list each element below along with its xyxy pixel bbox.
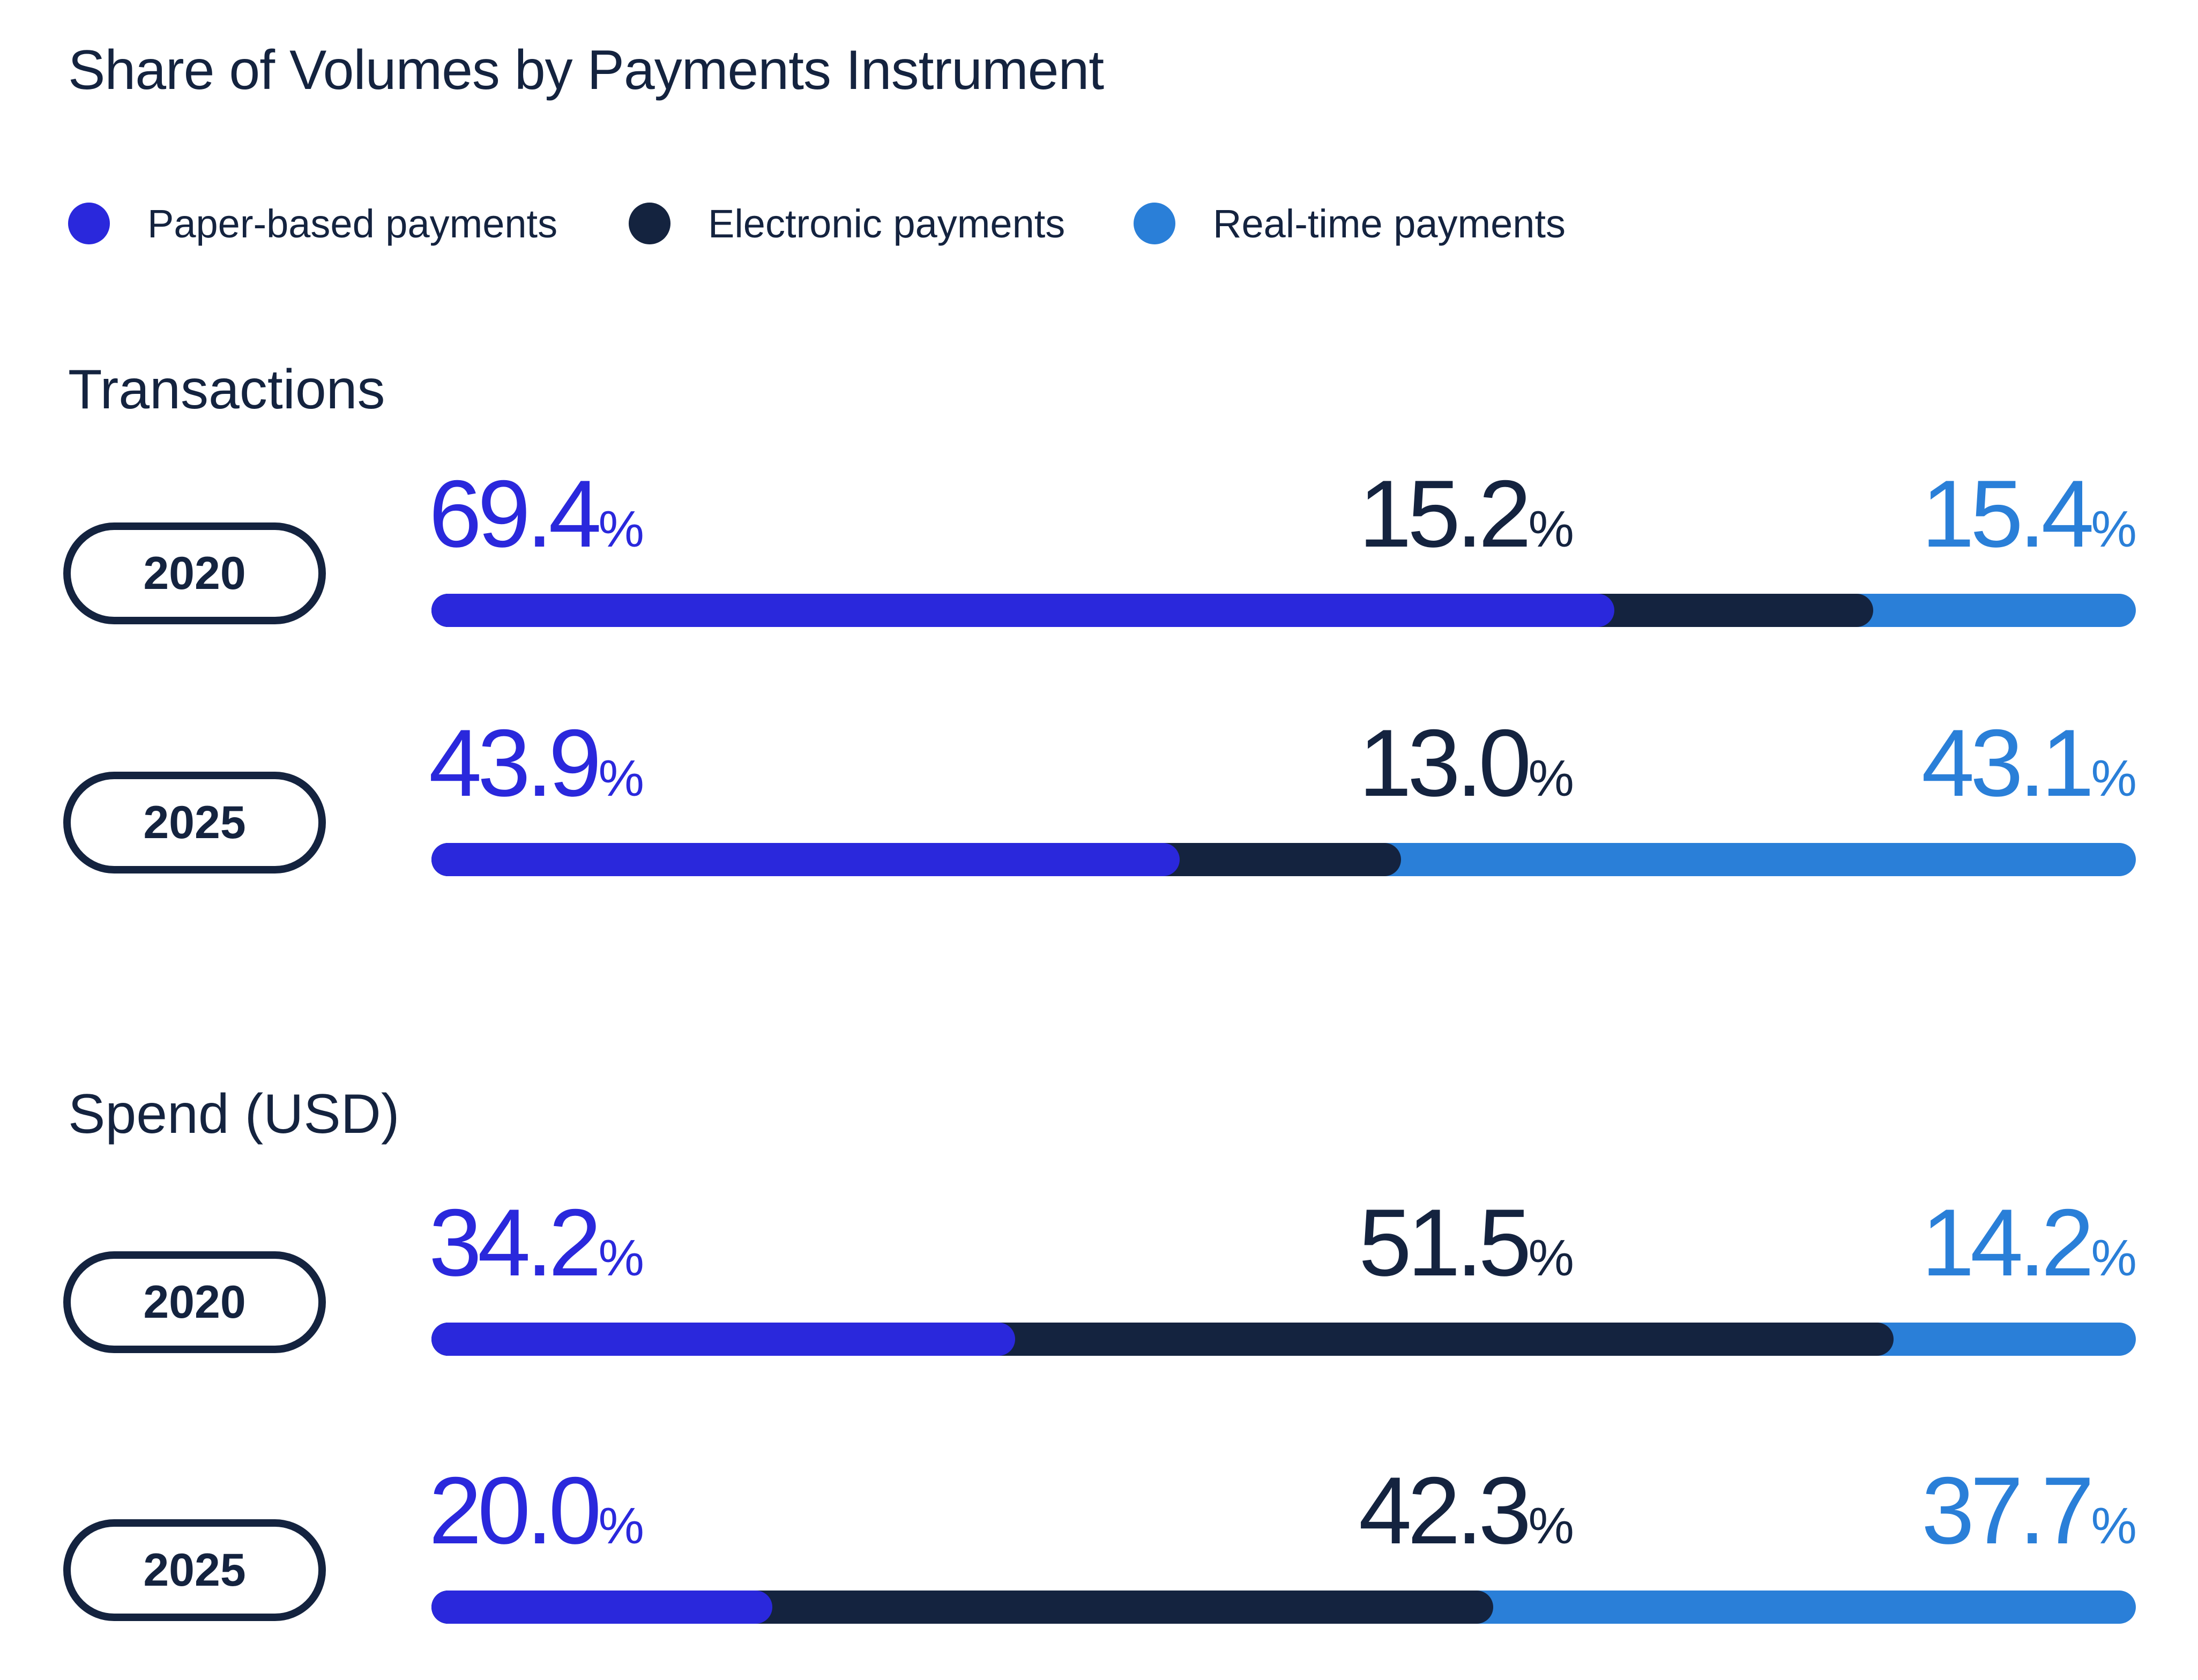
bar-segment-paper bbox=[431, 594, 1614, 627]
data-label-unit: % bbox=[598, 501, 644, 558]
data-label-unit: % bbox=[1528, 1229, 1574, 1287]
data-label-unit: % bbox=[2091, 1497, 2137, 1555]
data-label-unit: % bbox=[2091, 1229, 2137, 1287]
data-label-paper: 20.0% bbox=[429, 1463, 644, 1558]
data-label-realtime: 43.1% bbox=[1921, 715, 2137, 811]
data-label-paper: 43.9% bbox=[429, 715, 644, 811]
year-label: 2025 bbox=[63, 1519, 326, 1621]
data-label-value: 43.9 bbox=[429, 710, 601, 816]
data-label-value: 51.5 bbox=[1359, 1189, 1531, 1296]
data-label-value: 20.0 bbox=[429, 1457, 601, 1564]
bar-row: 2025 20.0% 42.3% 37.7% bbox=[0, 1463, 2198, 1624]
data-label-electronic: 13.0% bbox=[1359, 715, 1574, 811]
data-label-unit: % bbox=[1528, 1497, 1574, 1555]
year-label: 2020 bbox=[63, 1251, 326, 1353]
data-label-electronic: 51.5% bbox=[1359, 1195, 1574, 1290]
data-label-realtime: 14.2% bbox=[1921, 1195, 2137, 1290]
section-title-spend: Spend (USD) bbox=[68, 1083, 400, 1145]
data-label-paper: 34.2% bbox=[429, 1195, 644, 1290]
legend-swatch-realtime bbox=[1134, 203, 1175, 244]
data-label-value: 15.4 bbox=[1921, 460, 2094, 567]
data-label-unit: % bbox=[598, 750, 644, 807]
legend-swatch-electronic bbox=[629, 203, 670, 244]
data-label-unit: % bbox=[598, 1497, 644, 1555]
section-title-transactions: Transactions bbox=[68, 359, 385, 421]
bar-segment-paper bbox=[431, 1591, 772, 1624]
data-label-unit: % bbox=[1528, 750, 1574, 807]
year-label: 2025 bbox=[63, 772, 326, 873]
bar-segment-paper bbox=[431, 1323, 1015, 1356]
data-label-realtime: 15.4% bbox=[1921, 466, 2137, 562]
data-label-unit: % bbox=[598, 1229, 644, 1287]
data-label-unit: % bbox=[2091, 501, 2137, 558]
legend-label-paper: Paper-based payments bbox=[147, 201, 558, 246]
bar-track bbox=[431, 843, 2136, 876]
chart-title: Share of Volumes by Payments Instrument bbox=[68, 39, 1104, 101]
data-label-value: 37.7 bbox=[1921, 1457, 2094, 1564]
bar-track bbox=[431, 594, 2136, 627]
data-label-value: 42.3 bbox=[1359, 1457, 1531, 1564]
data-label-unit: % bbox=[2091, 750, 2137, 807]
bar-row: 2025 43.9% 13.0% 43.1% bbox=[0, 715, 2198, 876]
year-label: 2020 bbox=[63, 522, 326, 624]
data-label-electronic: 42.3% bbox=[1359, 1463, 1574, 1558]
bar-segment-paper bbox=[431, 843, 1180, 876]
legend-label-electronic: Electronic payments bbox=[708, 201, 1066, 246]
data-label-paper: 69.4% bbox=[429, 466, 644, 562]
bar-track bbox=[431, 1591, 2136, 1624]
data-label-value: 14.2 bbox=[1921, 1189, 2094, 1296]
data-label-realtime: 37.7% bbox=[1921, 1463, 2137, 1558]
data-label-value: 43.1 bbox=[1921, 710, 2094, 816]
legend-swatch-paper bbox=[68, 203, 110, 244]
bar-track bbox=[431, 1323, 2136, 1356]
bar-row: 2020 69.4% 15.2% 15.4% bbox=[0, 466, 2198, 627]
data-label-value: 15.2 bbox=[1359, 460, 1531, 567]
data-label-unit: % bbox=[1528, 501, 1574, 558]
data-label-value: 13.0 bbox=[1359, 710, 1531, 816]
legend-label-realtime: Real-time payments bbox=[1213, 201, 1566, 246]
data-label-electronic: 15.2% bbox=[1359, 466, 1574, 562]
bar-row: 2020 34.2% 51.5% 14.2% bbox=[0, 1195, 2198, 1356]
data-label-value: 69.4 bbox=[429, 460, 601, 567]
data-label-value: 34.2 bbox=[429, 1189, 601, 1296]
